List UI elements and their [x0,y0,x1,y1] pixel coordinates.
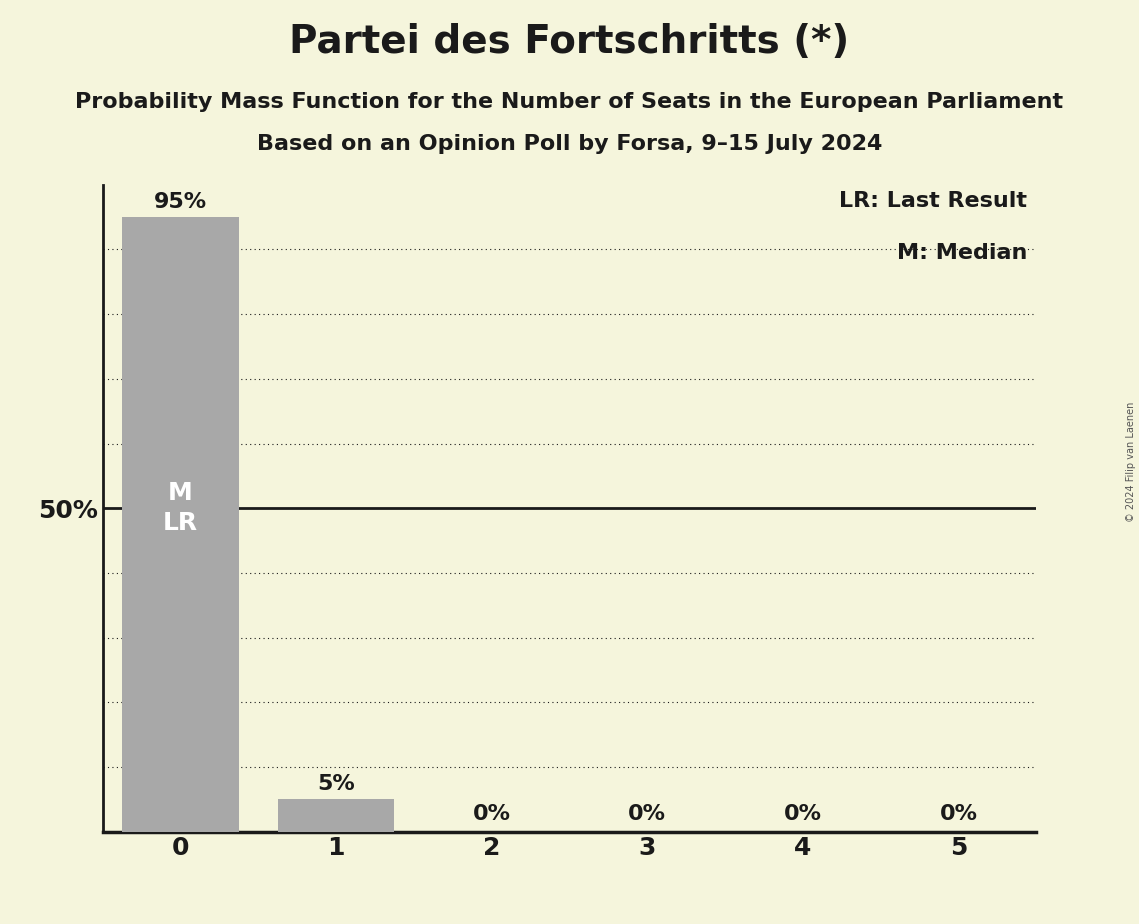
Bar [122,217,239,832]
Bar [278,799,394,832]
Text: © 2024 Filip van Laenen: © 2024 Filip van Laenen [1126,402,1136,522]
Text: Based on an Opinion Poll by Forsa, 9–15 July 2024: Based on an Opinion Poll by Forsa, 9–15 … [256,134,883,154]
Text: 0%: 0% [473,804,510,824]
Text: 0%: 0% [940,804,977,824]
Text: LR: Last Result: LR: Last Result [839,191,1027,212]
Text: M
LR: M LR [163,481,198,535]
Text: Partei des Fortschritts (*): Partei des Fortschritts (*) [289,23,850,61]
Text: M: Median: M: Median [896,243,1027,263]
Text: 0%: 0% [629,804,666,824]
Text: 5%: 5% [317,774,355,794]
Text: 95%: 95% [154,192,207,212]
Text: 0%: 0% [784,804,822,824]
Text: Probability Mass Function for the Number of Seats in the European Parliament: Probability Mass Function for the Number… [75,92,1064,113]
